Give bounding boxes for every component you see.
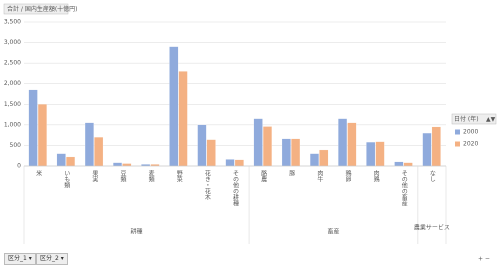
group-label: 耕種 (131, 228, 143, 236)
x-tick-label: 果実 (91, 170, 98, 183)
legend-label: 2000 (463, 129, 478, 136)
filter-label: 区分_1 (8, 255, 27, 262)
y-tick-label: 2,500 (4, 60, 21, 67)
zoom-icons[interactable]: + − (478, 256, 490, 263)
y-tick-label: 3,500 (4, 19, 21, 26)
group-label: 農業サービス (414, 224, 450, 232)
filter-icon[interactable]: ▲▼ (486, 116, 496, 123)
x-tick-label: 酪農 (260, 169, 267, 183)
bar (37, 104, 47, 167)
y-tick-label: 3,000 (4, 39, 21, 46)
bar (66, 156, 75, 167)
x-tick-label: 豚 (288, 170, 295, 177)
dropdown-arrow: ▾ (58, 255, 64, 262)
x-tick-label: 肉牛 (316, 169, 323, 183)
y-tick-label: 1,000 (4, 121, 21, 128)
bar (422, 132, 432, 167)
chart-title: 合計 / 国内生産額(十億円) (7, 5, 78, 13)
bar (263, 126, 272, 167)
bar (291, 138, 301, 167)
legend-label: 2020 (463, 141, 478, 148)
bar (28, 89, 38, 167)
filter-label: 区分_2 (40, 255, 59, 262)
bar (169, 46, 179, 167)
legend-swatch (455, 129, 460, 135)
x-tick-label: その他の畜産 (400, 170, 407, 207)
x-tick-label: 花き・花木 (203, 169, 210, 201)
x-tick-label: 野菜 (175, 169, 182, 183)
x-tick-label: 鶏卵 (344, 169, 351, 183)
bar (347, 122, 357, 167)
x-tick-label: 豆類 (119, 170, 126, 183)
bar (253, 118, 263, 167)
legend-title-box[interactable] (451, 113, 497, 125)
title-box (3, 3, 69, 15)
x-tick-label: 肉鶏 (372, 169, 379, 183)
bar (56, 153, 66, 167)
bar (338, 118, 348, 167)
bar (281, 138, 291, 167)
legend-title: 日付 (年) (454, 115, 479, 123)
bar (84, 122, 94, 167)
bar (375, 141, 385, 167)
group-label: 畜産 (327, 228, 339, 236)
y-tick-label: 1,500 (4, 101, 21, 108)
x-tick-label: いも類 (63, 170, 70, 189)
bar (178, 71, 188, 167)
bar (94, 137, 104, 167)
bar (197, 124, 207, 167)
bar (122, 163, 132, 167)
bar (403, 162, 413, 167)
x-tick-label: その他の耕種 (232, 170, 239, 207)
bar (431, 126, 441, 167)
bar (225, 159, 235, 167)
filter-button[interactable]: 区分_1 ▾ (4, 253, 36, 265)
y-tick-label: 2,000 (4, 80, 21, 87)
x-tick-label: 麦類 (147, 169, 154, 183)
bar (234, 159, 244, 167)
bar (113, 162, 122, 167)
bar (394, 161, 404, 167)
y-tick-label: 500 (10, 142, 22, 149)
bar (206, 139, 216, 167)
dropdown-arrow: ▾ (26, 255, 32, 262)
bar (366, 142, 376, 167)
legend-swatch (455, 141, 460, 147)
bar (319, 149, 329, 167)
x-tick-label: なし (428, 170, 435, 182)
filter-button[interactable]: 区分_2 ▾ (36, 253, 68, 265)
bar (310, 153, 319, 167)
x-tick-label: 米 (35, 169, 42, 177)
y-tick-label: 0 (17, 163, 21, 170)
